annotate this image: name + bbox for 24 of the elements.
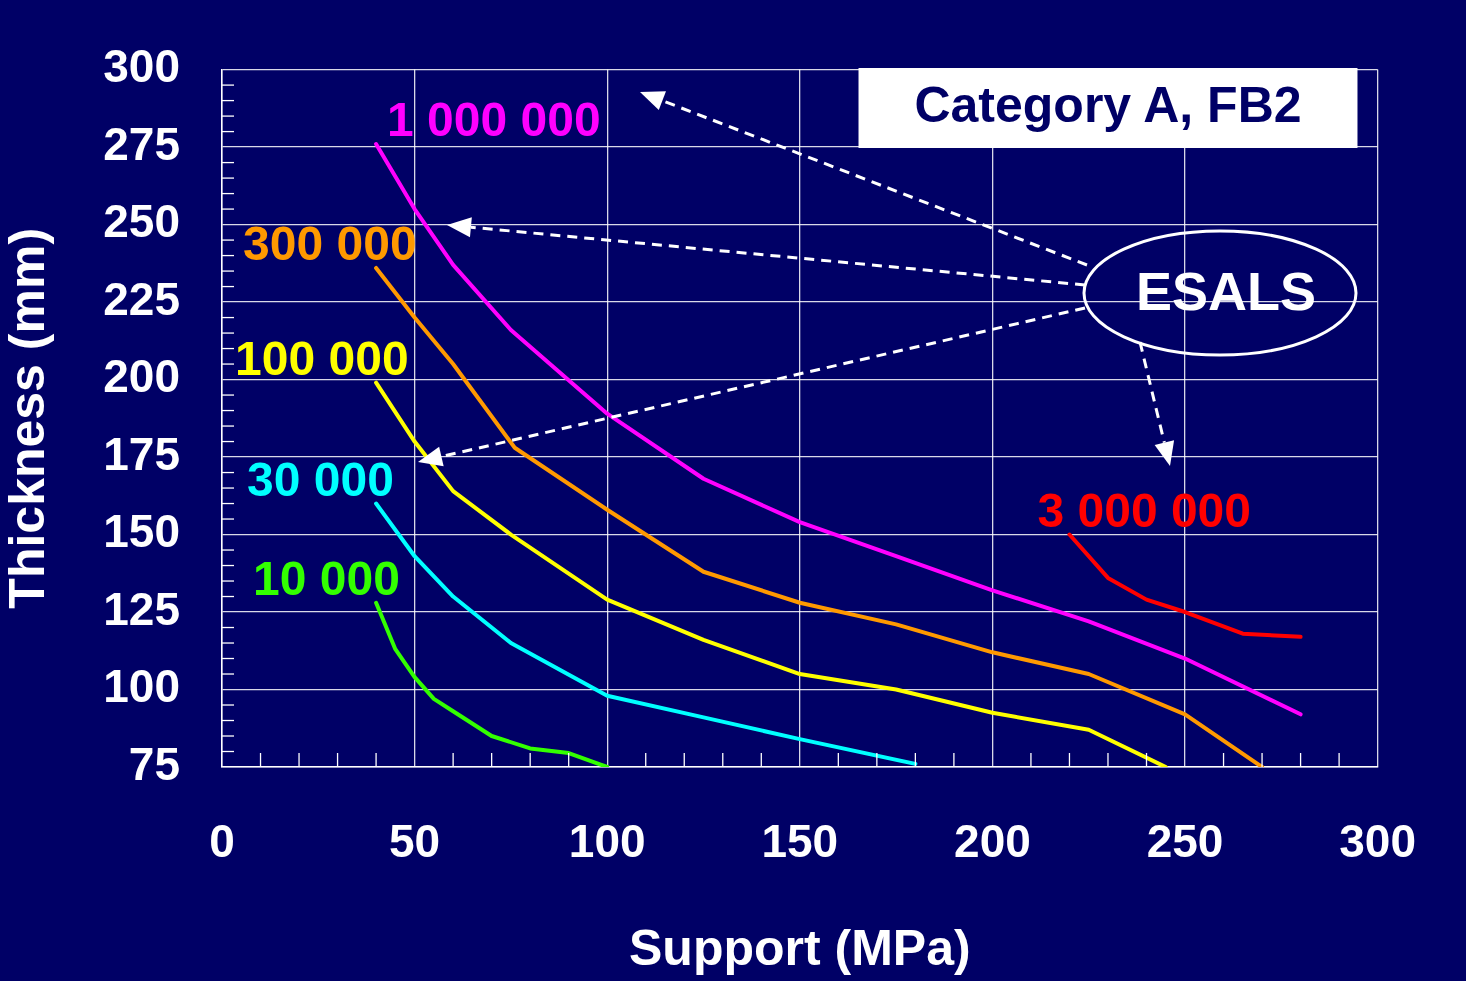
y-axis-title: Thickness (mm) — [0, 227, 55, 609]
series-label: 30 000 — [247, 452, 394, 506]
series-label: 100 000 — [235, 331, 409, 385]
y-tick-label: 300 — [103, 40, 180, 93]
x-tick-label: 0 — [209, 815, 235, 868]
y-tick-label: 150 — [103, 505, 180, 558]
x-tick-label: 300 — [1339, 815, 1416, 868]
x-tick-label: 150 — [761, 815, 839, 868]
x-tick-label: 100 — [568, 815, 646, 868]
x-tick-label: 200 — [954, 815, 1031, 868]
y-tick-label: 275 — [103, 117, 180, 170]
series-label: 1 000 000 — [387, 92, 601, 146]
x-tick-label: 50 — [389, 815, 441, 868]
y-tick-label: 225 — [103, 272, 180, 325]
y-tick-label: 250 — [103, 195, 180, 248]
series-label: 10 000 — [253, 551, 400, 605]
y-tick-label: 75 — [128, 737, 180, 790]
y-tick-label: 125 — [103, 582, 180, 635]
y-tick-label: 100 — [103, 660, 180, 713]
annotation: Category A, FB2 — [914, 76, 1302, 133]
y-tick-label: 175 — [103, 427, 180, 480]
x-axis-title: Support (MPa) — [628, 919, 971, 976]
x-tick-label: 250 — [1146, 815, 1224, 868]
y-tick-label: 200 — [103, 350, 180, 403]
